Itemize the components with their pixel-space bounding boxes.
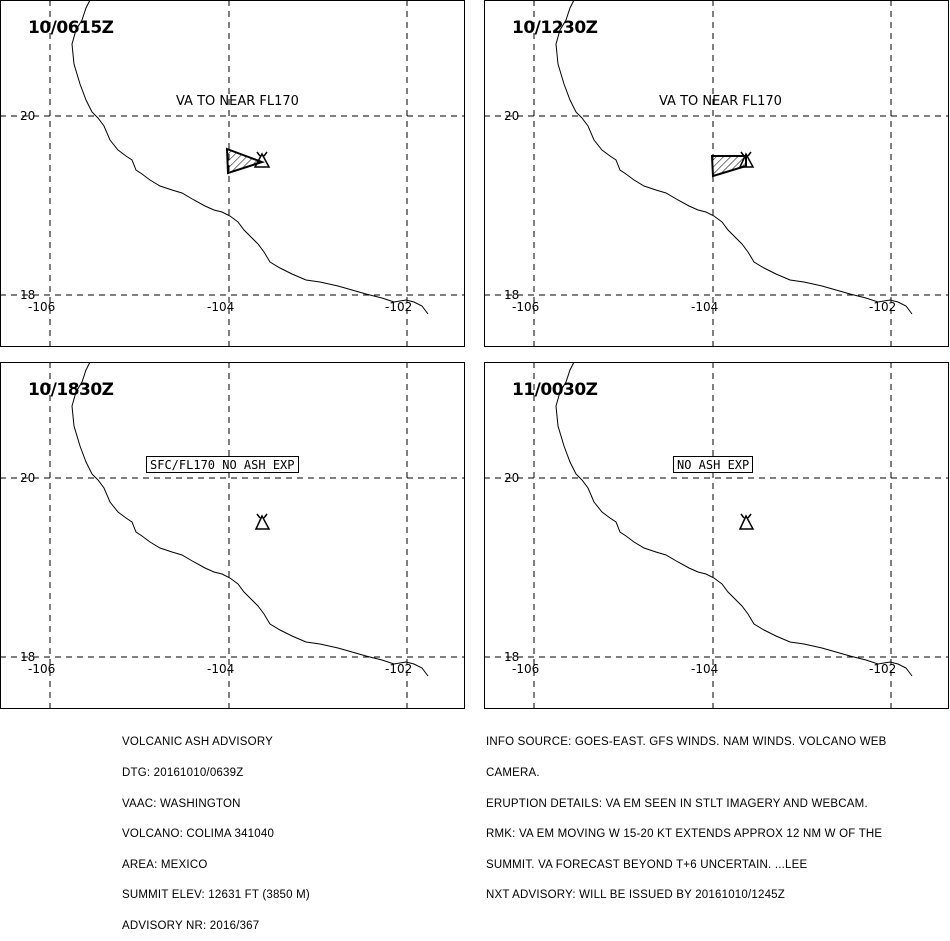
lon-label-102: -102: [385, 662, 413, 676]
forecast-time: 10/1830Z: [28, 380, 114, 400]
forecast-time: 10/0615Z: [28, 18, 114, 38]
advisory-line: ERUPTION DETAILS: VA EM SEEN IN STLT IMA…: [486, 797, 868, 810]
lon-label-102: -102: [869, 662, 897, 676]
advisory-line: VOLCANO: COLIMA 341040: [122, 828, 275, 841]
volcano-triangle-icon: [253, 151, 271, 168]
lat-label-20: 20: [504, 471, 520, 485]
coastline: [555, 0, 913, 315]
advisory-header-block: VOLCANIC ASH ADVISORY DTG: 20161010/0639…: [122, 717, 310, 941]
map-panel-4: 11/0030Z NO ASH EXP 20 18 -106 -104 -102: [484, 362, 950, 710]
advisory-details-block: INFO SOURCE: GOES-EAST. GFS WINDS. NAM W…: [486, 717, 887, 911]
volcano-triangle-icon: [254, 513, 271, 530]
advisory-line: ADVISORY NR: 2016/367: [122, 919, 260, 932]
map-canvas-4: [484, 362, 949, 709]
graticule: [0, 362, 465, 709]
lon-label-104: -104: [207, 662, 235, 676]
advisory-line: SUMMIT. VA FORECAST BEYOND T+6 UNCERTAIN…: [486, 858, 808, 871]
advisory-line: INFO SOURCE: GOES-EAST. GFS WINDS. NAM W…: [486, 736, 887, 749]
no-ash-note: SFC/FL170 NO ASH EXP: [146, 456, 299, 473]
map-canvas-1: [0, 0, 465, 347]
forecast-time: 10/1230Z: [512, 18, 598, 38]
map-panel-3: 10/1830Z SFC/FL170 NO ASH EXP 20 18 -106…: [0, 362, 466, 710]
panel-border: [484, 362, 949, 709]
ash-polygon: [710, 155, 747, 178]
lon-label-106: -106: [512, 300, 540, 314]
lon-label-104: -104: [207, 300, 235, 314]
lat-label-20: 20: [504, 109, 520, 123]
no-ash-note: NO ASH EXP: [673, 456, 754, 473]
ash-polygon: [225, 147, 266, 175]
advisory-line: SUMMIT ELEV: 12631 FT (3850 M): [122, 889, 310, 902]
advisory-line: VAAC: WASHINGTON: [122, 797, 241, 810]
ash-height-note: VA TO NEAR FL170: [176, 94, 299, 109]
advisory-line: VOLCANIC ASH ADVISORY: [122, 736, 273, 749]
map-panel-1: 10/0615Z VA TO NEAR FL170 20 18 -106 -10…: [0, 0, 466, 348]
lon-label-104: -104: [691, 300, 719, 314]
graticule: [0, 0, 465, 347]
forecast-time: 11/0030Z: [512, 380, 598, 400]
panel-border: [0, 362, 465, 709]
lat-label-18: 18: [504, 650, 520, 664]
coastline: [555, 362, 913, 677]
map-canvas-3: [0, 362, 465, 709]
lon-label-102: -102: [869, 300, 897, 314]
lon-label-106: -106: [28, 300, 56, 314]
lon-label-106: -106: [28, 662, 56, 676]
map-canvas-2: [484, 0, 949, 347]
advisory-line: DTG: 20161010/0639Z: [122, 767, 244, 779]
volcano-triangle-icon: [738, 151, 755, 168]
ash-height-note: VA TO NEAR FL170: [659, 94, 782, 109]
advisory-line: CAMERA.: [486, 767, 540, 779]
lon-label-106: -106: [512, 662, 540, 676]
advisory-line: NXT ADVISORY: WILL BE ISSUED BY 20161010…: [486, 889, 785, 902]
lat-label-18: 18: [504, 288, 520, 302]
lat-label-20: 20: [20, 471, 36, 485]
map-panel-2: 10/1230Z VA TO NEAR FL170 20 18 -106 -10…: [484, 0, 950, 348]
graticule: [484, 362, 949, 709]
lon-label-102: -102: [385, 300, 413, 314]
advisory-line: RMK: VA EM MOVING W 15-20 KT EXTENDS APP…: [486, 828, 883, 841]
panel-border: [0, 0, 465, 347]
lon-label-104: -104: [691, 662, 719, 676]
coastline: [71, 362, 429, 677]
lat-label-18: 18: [20, 650, 36, 664]
coastline: [71, 0, 429, 315]
advisory-line: AREA: MEXICO: [122, 858, 208, 871]
graticule: [484, 0, 949, 347]
lat-label-20: 20: [20, 109, 36, 123]
volcano-triangle-icon: [738, 513, 755, 530]
lat-label-18: 18: [20, 288, 36, 302]
